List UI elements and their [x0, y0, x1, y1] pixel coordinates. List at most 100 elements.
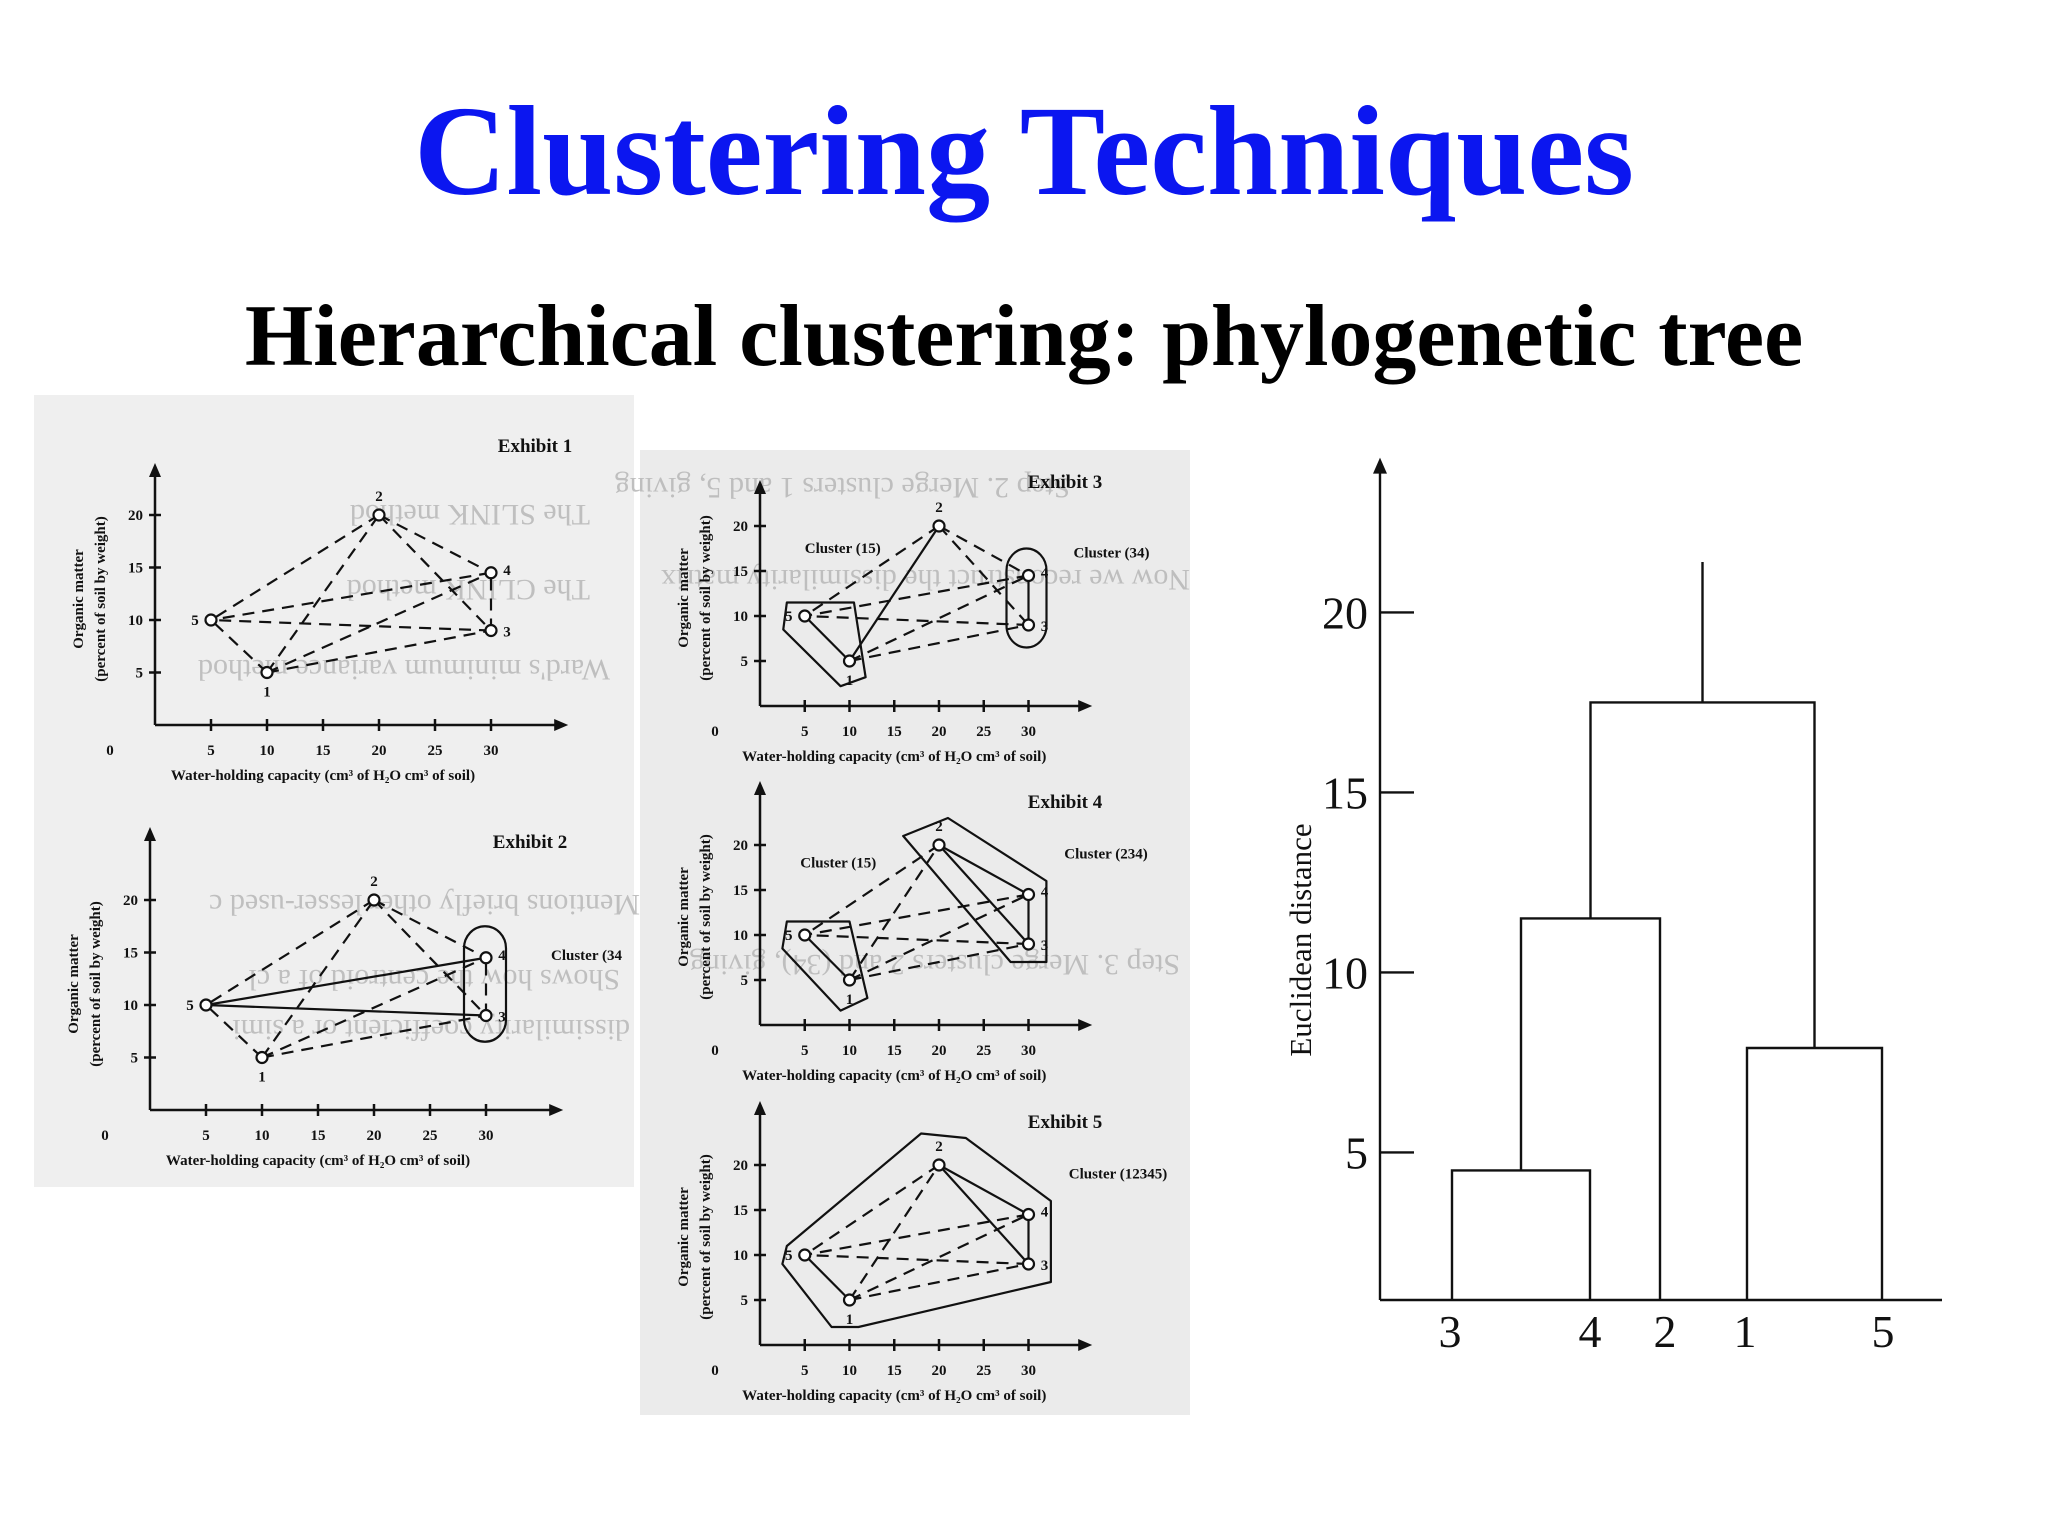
link-2-4 — [938, 844, 1030, 896]
x-tick-label: 15 — [311, 1128, 326, 1144]
dendrogram-leaf-label: 5 — [1872, 1306, 1895, 1357]
y-tick-label: 5 — [741, 654, 749, 670]
y-tick-label: 20 — [733, 838, 748, 854]
y-axis-label-2: (percent of soil by weight) — [698, 1154, 714, 1320]
point-label: 1 — [263, 685, 271, 701]
point-label: 2 — [935, 1139, 943, 1155]
link-1-4 — [849, 893, 1029, 981]
link-2-3 — [938, 844, 1030, 945]
dendrogram-leaf-label: 2 — [1654, 1306, 1677, 1357]
data-point-5 — [798, 1248, 812, 1262]
x-tick-label: 15 — [887, 724, 902, 740]
link-1-2 — [261, 899, 375, 1059]
point-label: 5 — [191, 613, 199, 629]
cluster-label-b: Cluster (234) — [1064, 847, 1147, 863]
dendrogram-leaf-label: 1 — [1734, 1306, 1757, 1357]
point-label: 5 — [785, 609, 793, 625]
ghost-text-7: Mentions briefly other lesser-used c — [209, 888, 640, 921]
link-2-3 — [373, 899, 487, 1017]
link-3-5 — [804, 933, 1029, 946]
x-tick-label: 25 — [428, 743, 443, 759]
dendrogram-y-tick-label: 5 — [1345, 1127, 1368, 1178]
link-2-5 — [205, 899, 375, 1006]
link-3-5 — [804, 614, 1029, 627]
y-tick-label: 10 — [123, 998, 138, 1014]
x-tick-label: 10 — [842, 1363, 857, 1379]
link-2-5 — [804, 844, 940, 936]
x-tick-label: 20 — [932, 724, 947, 740]
x-tick-label: 25 — [976, 1363, 991, 1379]
link-1-2 — [266, 514, 380, 674]
point-label: 4 — [1041, 566, 1049, 582]
link-1-5 — [803, 615, 851, 662]
link-4-5 — [804, 1213, 1029, 1257]
data-point-2 — [932, 1158, 946, 1172]
link-1-5 — [205, 1004, 263, 1059]
cluster-outline — [781, 1132, 1052, 1329]
point-label: 2 — [370, 874, 378, 890]
data-point-5 — [204, 613, 218, 627]
x-tick-label: 0 — [711, 724, 719, 740]
point-label: 5 — [785, 928, 793, 944]
y-tick-label: 20 — [128, 508, 143, 524]
cluster-label-a: Cluster (15) — [805, 541, 881, 557]
link-4-5 — [804, 893, 1029, 937]
data-point-5 — [798, 928, 812, 942]
link-1-3 — [266, 629, 492, 674]
link-2-3 — [938, 525, 1030, 626]
point-label: 3 — [1041, 619, 1049, 635]
data-point-3 — [1021, 618, 1036, 632]
x-axis-arrow — [1078, 1339, 1093, 1351]
exhibit-label: Exhibit 1 — [498, 436, 572, 457]
y-axis-label-2: (percent of soil by weight) — [93, 516, 109, 682]
link-1-5 — [803, 1254, 851, 1301]
point-label: 2 — [935, 500, 943, 516]
link-2-5 — [210, 514, 380, 621]
y-tick-label: 10 — [733, 609, 748, 625]
data-point-2 — [932, 519, 946, 533]
data-point-4 — [1021, 1207, 1036, 1222]
x-tick-label: 5 — [801, 724, 809, 740]
x-axis-label: Water-holding capacity (cm³ of H₂O cm³ o… — [171, 768, 475, 784]
x-axis-label: Water-holding capacity (cm³ of H₂O cm³ o… — [742, 1388, 1046, 1404]
link-1-2 — [848, 844, 940, 981]
link-4-5 — [804, 574, 1029, 618]
ghost-text-5: Step 3. Merge clusters 2 and (34), givin… — [690, 948, 1180, 981]
y-tick-label: 20 — [733, 519, 748, 535]
y-axis-label-1: Organic matter — [676, 548, 692, 648]
link-1-4 — [849, 1213, 1029, 1301]
link-3-5 — [205, 1003, 487, 1017]
y-tick-label: 15 — [733, 883, 748, 899]
data-point-2 — [367, 893, 381, 907]
point-label: 3 — [498, 1010, 506, 1026]
y-axis-arrow — [149, 463, 161, 477]
y-axis-arrow — [754, 480, 766, 494]
exhibit-label: Exhibit 4 — [1028, 792, 1103, 813]
x-tick-label: 5 — [207, 743, 215, 759]
data-point-1 — [260, 665, 274, 680]
link-1-2 — [848, 525, 940, 662]
y-tick-label: 15 — [733, 564, 748, 580]
point-label: 4 — [1041, 885, 1049, 901]
scanned-page-left — [34, 395, 634, 1187]
x-tick-label: 15 — [887, 1043, 902, 1059]
y-tick-label: 20 — [733, 1158, 748, 1174]
y-tick-label: 5 — [741, 1293, 749, 1309]
point-label: 1 — [846, 992, 854, 1008]
x-tick-label: 15 — [887, 1363, 902, 1379]
ghost-text-4: Step 2. Merge clusters 1 and 5, giving — [615, 471, 1070, 504]
x-tick-label: 25 — [976, 724, 991, 740]
x-axis-arrow — [554, 719, 569, 731]
link-2-4 — [938, 525, 1030, 577]
y-axis-arrow — [754, 781, 766, 795]
data-point-4 — [479, 951, 493, 965]
y-tick-label: 20 — [123, 893, 138, 909]
y-axis-label-1: Organic matter — [71, 549, 87, 649]
x-axis-arrow — [1078, 1019, 1093, 1031]
y-tick-label: 5 — [136, 666, 144, 682]
